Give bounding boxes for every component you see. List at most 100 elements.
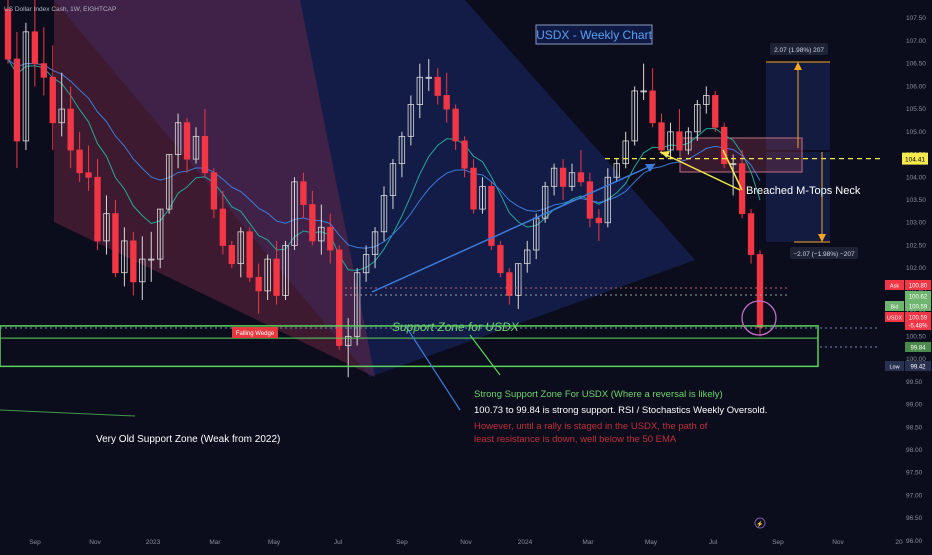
falling-wedge-blue-zone (54, 0, 695, 377)
level-value: 99.84 (910, 346, 926, 352)
candle-bullish (398, 135, 406, 165)
candle-bullish (640, 90, 647, 93)
neck-breach-arrow (659, 151, 741, 191)
time-tick-label: May (645, 539, 658, 546)
support-zone-outer (0, 325, 819, 368)
time-tick-label: Mar (209, 539, 221, 546)
warning-line-1: However, until a rally is staged in the … (474, 421, 708, 432)
price-tick-label: 105.50 (906, 106, 926, 113)
candle-bullish (22, 31, 30, 142)
trendline-blue (371, 163, 656, 293)
level-change: -5.48% (908, 324, 928, 330)
candle-bearish (488, 185, 495, 246)
candle-bearish (595, 217, 603, 224)
candle-bearish (210, 172, 218, 210)
price-tick-label: 96.00 (906, 538, 923, 545)
candle-bearish (461, 140, 468, 169)
old-support-label: Very Old Support Zone (Weak from 2022) (96, 434, 280, 445)
time-tick-label: 2024 (518, 539, 533, 546)
candle-bearish (49, 76, 56, 124)
candle-bearish (4, 8, 12, 60)
time-tick-label: Nov (832, 539, 844, 546)
bottom-measure-label-bg (790, 247, 858, 259)
candle-bullish (103, 213, 110, 242)
neckline-tag-value: 104.41 (905, 157, 925, 164)
time-tick-label: Sep (396, 539, 408, 546)
candle-bearish (497, 245, 504, 274)
level-value-bg (905, 312, 931, 330)
level-name-bg (885, 301, 904, 311)
price-tick-label: 105.00 (906, 129, 926, 136)
price-tick-label: 106.00 (906, 83, 926, 90)
time-tick-label: Jul (334, 539, 343, 546)
price-tick-label: 97.00 (906, 492, 923, 499)
time-tick-label: Sep (772, 539, 784, 546)
candle-bullish (345, 335, 352, 346)
time-axis: Sep Nov 2023 Mar May Jul Sep Nov 2024 Mar May Jul Se… (29, 539, 903, 546)
measure-box-down (766, 152, 830, 242)
pointer-line-blue (404, 324, 461, 411)
price-tick-label: 106.50 (906, 61, 926, 68)
chart-title: USDX - Weekly Chart (536, 28, 652, 42)
level-name: Ask (890, 284, 899, 290)
candle-bearish (13, 58, 21, 142)
level-value: 100.62 (909, 295, 928, 301)
strong-support-title: Strong Support Zone For USDX (Where a re… (474, 389, 723, 400)
price-tick-label: 103.00 (906, 220, 926, 227)
price-tick-label: 98.00 (906, 447, 923, 454)
candle-bearish (246, 231, 253, 278)
time-tick-label: Sep (29, 539, 41, 546)
candle-bearish (112, 213, 119, 274)
price-axis: 107.50 107.00 106.50 106.00 105.50 105.00 104.… (906, 15, 926, 545)
candle-bearish (31, 31, 39, 65)
candle-bearish (228, 245, 235, 265)
time-tick-label: Nov (460, 539, 472, 546)
candle-bullish (192, 135, 200, 160)
price-tick-label: 99.50 (906, 379, 923, 386)
candle-bullish (407, 104, 415, 137)
price-tick-label: 107.50 (906, 15, 926, 22)
candle-bearish (183, 122, 191, 160)
candle-bearish (470, 167, 477, 210)
level-value: 99.42 (910, 365, 926, 371)
price-tick-label: 103.50 (906, 197, 926, 204)
time-tick-label: Mar (582, 539, 594, 546)
neck-breach-arrowhead (660, 151, 670, 158)
level-tags: Ask 100.80 100.62 Bid 100.59 USDX 100.59 -5.48%… (885, 280, 931, 371)
ema-slow-line (7, 58, 761, 249)
candle-bearish (443, 95, 450, 110)
flash-icon[interactable] (754, 517, 766, 529)
candle-bullish (541, 185, 549, 219)
candle-bullish (353, 272, 361, 337)
old-support-line (0, 409, 136, 417)
candle-bullish (416, 76, 423, 105)
level-value-bg (905, 291, 931, 301)
candle-bullish (148, 258, 155, 261)
level-name: Bid (891, 305, 899, 311)
neck-breach-arrow-2 (722, 149, 743, 191)
falling-wedge-label: Falling Wedge (236, 331, 275, 337)
price-tick-label: 100.50 (906, 333, 926, 340)
price-tick-label: 102.00 (906, 265, 926, 272)
price-tick-label: 97.50 (906, 470, 923, 477)
level-value-bg (905, 301, 931, 311)
candle-bearish (506, 272, 513, 296)
price-tick-label: 104.00 (906, 174, 926, 181)
candle-bullish (318, 226, 325, 242)
breached-neck-label: Breached M-Tops Neck (746, 185, 861, 197)
level-value-bg (905, 280, 931, 290)
flash-icon-glyph: ⚡ (756, 520, 763, 528)
falling-wedge-tag (232, 327, 278, 338)
level-name: Low (889, 365, 899, 371)
warning-line-2: least resistance is down, well below the… (474, 434, 677, 445)
candle-bullish (604, 176, 611, 224)
time-tick-label: Nov (89, 539, 101, 546)
candle-bullish (622, 140, 629, 165)
ema-fast-line (7, 58, 761, 271)
level-value: 100.59 (909, 305, 928, 311)
candle-bullish (237, 231, 244, 265)
candle-bullish (264, 258, 271, 292)
candle-bearish (67, 108, 74, 151)
candle-bearish (85, 172, 92, 178)
